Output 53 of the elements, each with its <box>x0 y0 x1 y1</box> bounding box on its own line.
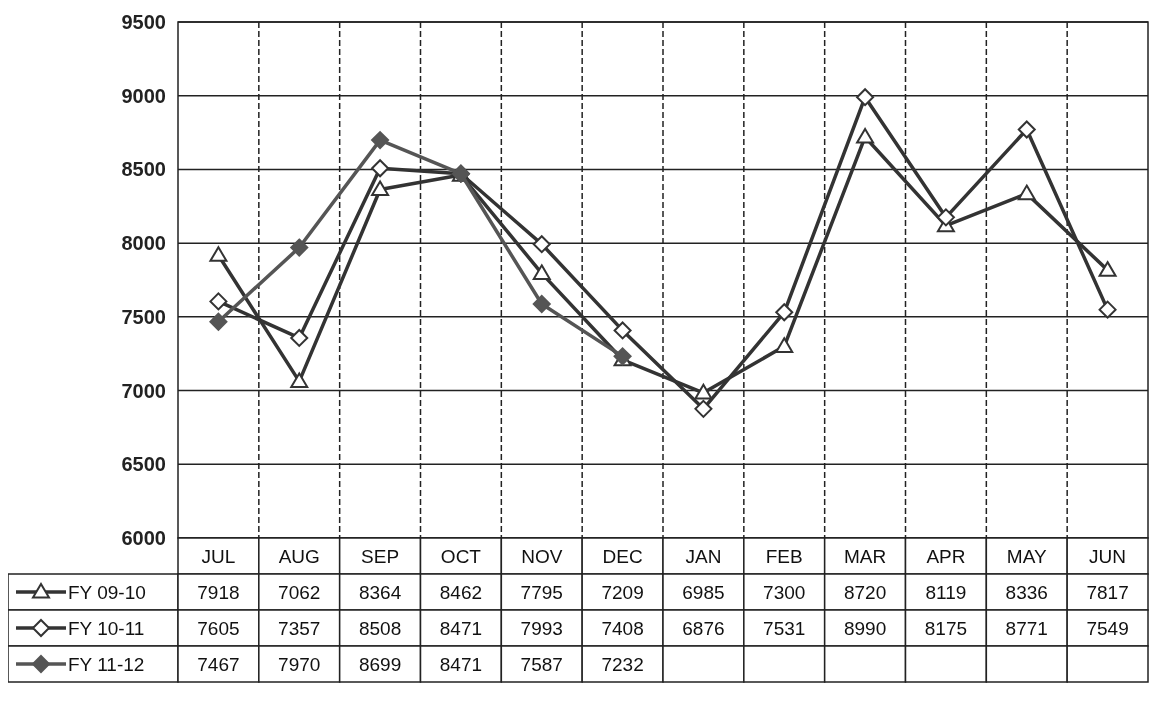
data-label: 7817 <box>1086 581 1129 603</box>
data-label: 8175 <box>924 617 968 639</box>
data-label: 7408 <box>601 617 644 639</box>
y-tick-label: 6500 <box>121 453 166 476</box>
data-label: 7993 <box>520 617 563 639</box>
y-tick-label: 8500 <box>121 158 166 181</box>
y-tick-label: 8000 <box>121 232 166 255</box>
x-tick-label: JUN <box>1089 545 1127 567</box>
x-tick-label: OCT <box>440 545 482 567</box>
data-label: 6985 <box>682 581 725 603</box>
data-label: 7587 <box>520 653 563 675</box>
x-tick-label: DEC <box>602 545 643 567</box>
data-label: 8119 <box>925 581 967 603</box>
x-tick-label: FEB <box>765 545 803 567</box>
data-label: 7209 <box>601 581 644 603</box>
data-label: 7795 <box>520 581 563 603</box>
data-label: 8990 <box>843 617 887 639</box>
data-label: 8699 <box>358 653 402 675</box>
data-label: 7605 <box>197 617 240 639</box>
y-tick-label: 6000 <box>121 527 166 549</box>
x-tick-label: MAR <box>843 545 887 567</box>
y-tick-label: 9500 <box>121 11 166 33</box>
legend-label: FY 10-11 <box>68 617 145 639</box>
data-label: 7062 <box>278 581 321 603</box>
data-label: 7549 <box>1086 617 1129 639</box>
x-tick-label: AUG <box>278 545 320 567</box>
data-label: 7467 <box>197 653 240 675</box>
data-label: 7357 <box>278 617 321 639</box>
data-label: 7232 <box>601 653 644 675</box>
x-tick-label: SEP <box>361 545 400 567</box>
data-label: 8336 <box>1005 581 1048 603</box>
data-label: 7970 <box>278 653 321 675</box>
data-label: 7300 <box>763 581 806 603</box>
x-tick-label: MAY <box>1006 545 1047 567</box>
legend-label: FY 09-10 <box>68 581 146 603</box>
data-label: 8462 <box>439 581 483 603</box>
data-label: 8508 <box>358 617 402 639</box>
data-label: 6876 <box>682 617 725 639</box>
data-label: 8720 <box>843 581 887 603</box>
data-label: 8771 <box>1005 617 1048 639</box>
x-tick-label: APR <box>926 545 966 567</box>
y-tick-label: 9000 <box>121 84 166 107</box>
y-tick-label: 7500 <box>121 305 166 328</box>
y-tick-label: 7000 <box>121 379 166 402</box>
x-tick-label: JAN <box>685 545 722 567</box>
x-tick-label: JUL <box>201 545 236 567</box>
legend-label: FY 11-12 <box>68 653 145 675</box>
data-label: 7531 <box>763 617 806 639</box>
x-tick-label: NOV <box>521 545 563 567</box>
data-label: 8364 <box>358 581 402 603</box>
data-label: 8471 <box>439 653 483 675</box>
data-label: 7918 <box>197 581 240 603</box>
data-label: 8471 <box>439 617 483 639</box>
